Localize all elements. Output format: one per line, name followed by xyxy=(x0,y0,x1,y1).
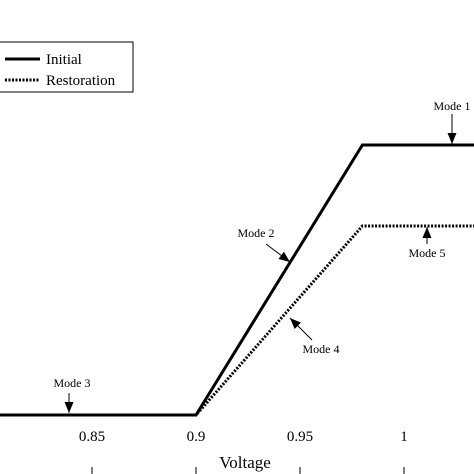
annotation-label-mode-1: Mode 1 xyxy=(434,99,471,113)
x-tick-label: 0.95 xyxy=(287,429,313,445)
x-tick-label: 0.85 xyxy=(79,429,105,445)
annotation-arrowhead-mode-1 xyxy=(447,133,457,144)
legend-label-restoration: Restoration xyxy=(46,73,116,89)
x-ticks: 0.85 0.9 0.95 1 xyxy=(79,429,408,474)
legend-box xyxy=(0,41,134,93)
annotation-label-mode-5: Mode 5 xyxy=(409,246,446,260)
annotation-arrowhead-mode-5 xyxy=(422,227,432,238)
annotation-arrowhead-mode-3 xyxy=(64,402,74,413)
series-line-restoration xyxy=(0,224,474,417)
series-line-initial xyxy=(0,143,474,417)
x-tick-label: 1 xyxy=(400,429,408,445)
annotation-label-mode-4: Mode 4 xyxy=(303,342,340,356)
annotation-arrowhead-mode-4 xyxy=(290,318,301,329)
x-tick-label: 0.9 xyxy=(187,429,206,445)
series-group xyxy=(0,143,474,417)
annotation-label-mode-3: Mode 3 xyxy=(54,376,91,390)
x-axis-label: Voltage xyxy=(219,453,271,472)
legend: Initial Restoration xyxy=(0,41,134,93)
annotation-label-mode-2: Mode 2 xyxy=(238,226,275,240)
annotation-arrowhead-mode-2 xyxy=(278,251,290,262)
legend-label-initial: Initial xyxy=(46,52,82,68)
annotations-group: Mode 1 Mode 2 Mode 3 Mode 4 Mode 5 xyxy=(54,99,471,413)
